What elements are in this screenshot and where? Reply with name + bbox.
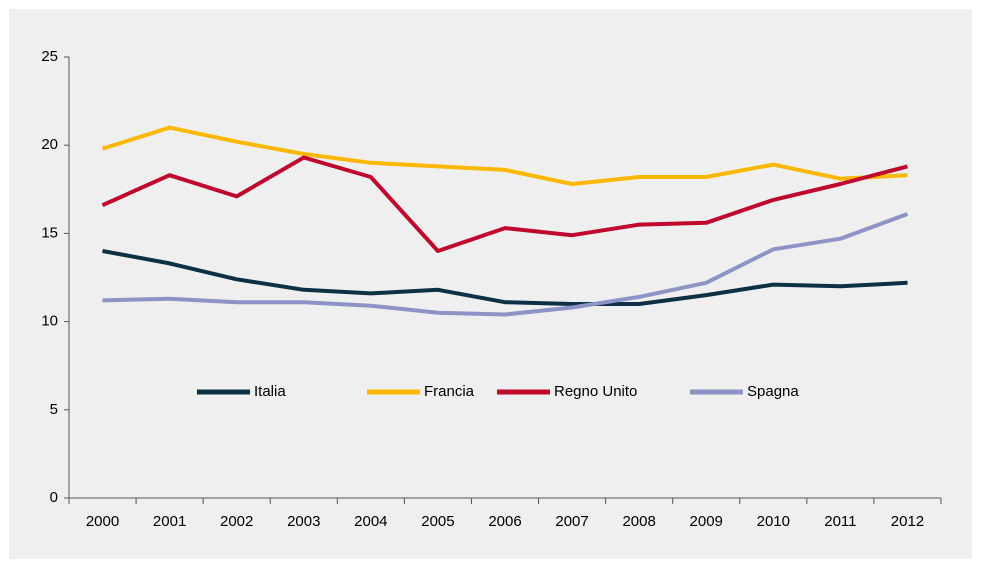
- x-tick-label: 2006: [488, 513, 521, 530]
- x-tick-label: 2012: [891, 513, 924, 530]
- y-tick-label: 5: [50, 401, 58, 418]
- y-tick-label: 20: [41, 136, 58, 153]
- legend-label: Francia: [424, 383, 475, 400]
- x-tick-label: 2011: [824, 513, 856, 530]
- legend-label: Spagna: [747, 383, 799, 400]
- x-tick-label: 2010: [757, 513, 790, 530]
- series-line: [101, 155, 909, 253]
- y-tick-label: 0: [50, 489, 58, 506]
- series-line: [102, 249, 908, 306]
- x-tick-label: 2002: [220, 513, 253, 530]
- x-tick-label: 2000: [86, 513, 119, 530]
- legend-label: Regno Unito: [554, 383, 637, 400]
- x-tick-label: 2004: [354, 513, 387, 530]
- series-line: [102, 212, 909, 317]
- y-tick-label: 25: [41, 48, 58, 65]
- series-line: [101, 125, 908, 186]
- x-tick-label: 2005: [421, 513, 454, 530]
- y-tick-label: 15: [41, 224, 58, 241]
- x-tick-label: 2001: [153, 513, 186, 530]
- y-tick-label: 10: [41, 313, 58, 330]
- legend-label: Italia: [254, 383, 286, 400]
- x-tick-label: 2003: [287, 513, 320, 530]
- x-tick-label: 2008: [622, 513, 655, 530]
- x-tick-label: 2007: [555, 513, 588, 530]
- x-tick-label: 2009: [690, 513, 723, 530]
